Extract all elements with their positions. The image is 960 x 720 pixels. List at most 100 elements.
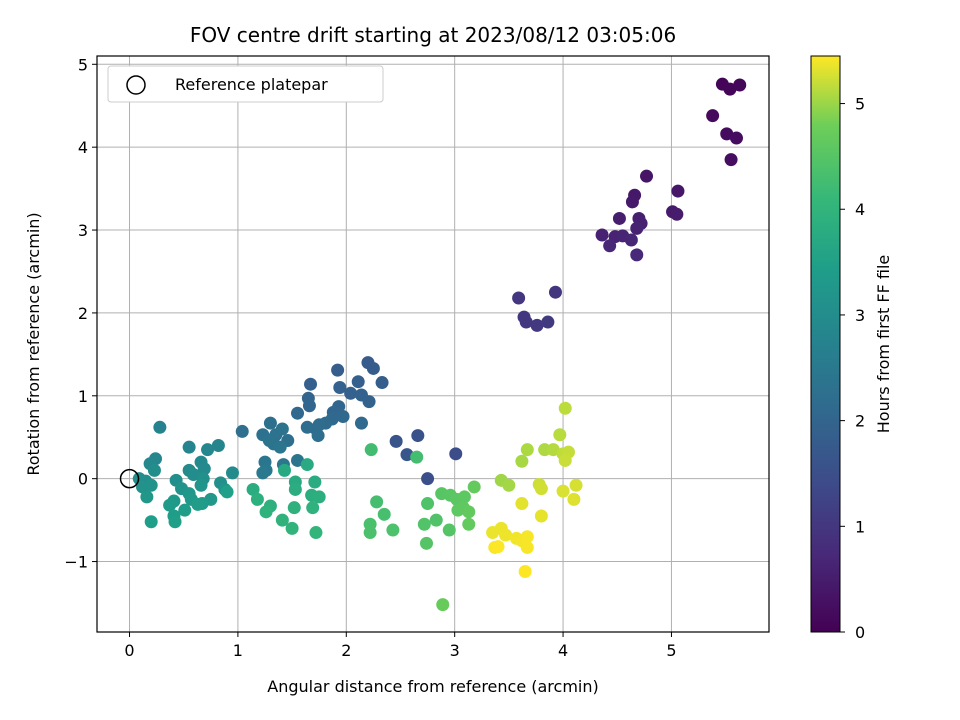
data-point (429, 513, 443, 527)
y-tick-label: 5 (78, 55, 88, 74)
data-point (186, 468, 200, 482)
data-point (211, 439, 225, 453)
data-point (534, 509, 548, 523)
data-point (624, 233, 638, 247)
data-point (191, 497, 205, 511)
x-tick-label: 4 (558, 641, 568, 660)
data-point (518, 564, 532, 578)
data-point (291, 453, 305, 467)
data-point (275, 513, 289, 527)
colorbar-ticks: 0 1 2 3 4 5 (840, 95, 865, 642)
x-axis-ticks: 0 1 2 3 4 5 (124, 632, 677, 660)
reference-platepar-marker (119, 468, 140, 489)
data-point (291, 406, 305, 420)
data-point (194, 478, 208, 492)
data-point (595, 228, 609, 242)
data-point (144, 478, 158, 492)
data-point (519, 315, 533, 329)
data-point (250, 492, 264, 506)
data-point (502, 478, 516, 492)
data-point (567, 492, 581, 506)
data-points (132, 77, 747, 612)
data-point (309, 526, 323, 540)
data-point (520, 443, 534, 457)
data-point (724, 153, 738, 167)
data-point (546, 443, 560, 457)
data-point (147, 463, 161, 477)
data-point (512, 291, 526, 305)
data-point (462, 517, 476, 531)
data-point (362, 395, 376, 409)
legend-box (107, 65, 384, 103)
grid-lines (97, 56, 769, 632)
colorbar-gradient (810, 55, 841, 633)
data-point (220, 485, 234, 499)
data-point (300, 458, 314, 472)
colorbar-tick-label: 0 (855, 623, 865, 642)
data-point (457, 490, 471, 504)
data-point (558, 453, 572, 467)
data-point (163, 498, 177, 512)
data-point (410, 450, 424, 464)
data-point (630, 221, 644, 235)
data-point (729, 131, 743, 145)
data-point (520, 540, 534, 554)
data-point (421, 472, 435, 486)
y-tick-label: 4 (78, 138, 88, 157)
colorbar-tick-label: 3 (855, 306, 865, 325)
data-point (278, 463, 292, 477)
colorbar-tick-label: 4 (855, 200, 865, 219)
data-point (449, 447, 463, 461)
data-point (344, 386, 358, 400)
data-point (375, 376, 389, 390)
y-tick-label: 1 (78, 387, 88, 406)
data-point (262, 434, 276, 448)
data-point (197, 462, 211, 476)
data-point (275, 422, 289, 436)
data-point (256, 466, 270, 480)
x-tick-label: 5 (666, 641, 676, 660)
data-point (411, 429, 425, 443)
data-point (370, 495, 384, 509)
data-point (306, 501, 320, 515)
data-point (168, 515, 182, 529)
data-point (417, 517, 431, 531)
y-tick-label: 2 (78, 304, 88, 323)
data-point (630, 248, 644, 262)
data-point (436, 598, 450, 612)
data-point (670, 207, 684, 221)
data-point (499, 528, 513, 542)
data-point (612, 211, 626, 225)
data-point (530, 318, 544, 332)
data-point (285, 521, 299, 535)
data-point (354, 416, 368, 430)
data-point (144, 515, 158, 529)
x-tick-label: 0 (124, 641, 134, 660)
data-point (442, 523, 456, 537)
data-point (553, 428, 567, 442)
data-point (541, 315, 555, 329)
data-point (377, 507, 391, 521)
chart-title: FOV centre drift starting at 2023/08/12 … (190, 23, 676, 47)
data-point (515, 497, 529, 511)
legend-marker (126, 75, 146, 95)
data-point (287, 501, 301, 515)
data-point (364, 443, 378, 457)
data-point (246, 482, 260, 496)
data-point (363, 526, 377, 540)
data-point (467, 480, 481, 494)
data-point (386, 523, 400, 537)
data-point (515, 454, 529, 468)
data-point (625, 195, 639, 209)
data-point (182, 440, 196, 454)
data-point (312, 490, 326, 504)
data-point (671, 184, 685, 198)
colorbar-tick-label: 5 (855, 95, 865, 114)
plot-frame (96, 55, 770, 633)
data-point (304, 377, 318, 391)
data-point (400, 448, 414, 462)
data-point (225, 466, 239, 480)
data-point (331, 363, 345, 377)
data-point (336, 410, 350, 424)
